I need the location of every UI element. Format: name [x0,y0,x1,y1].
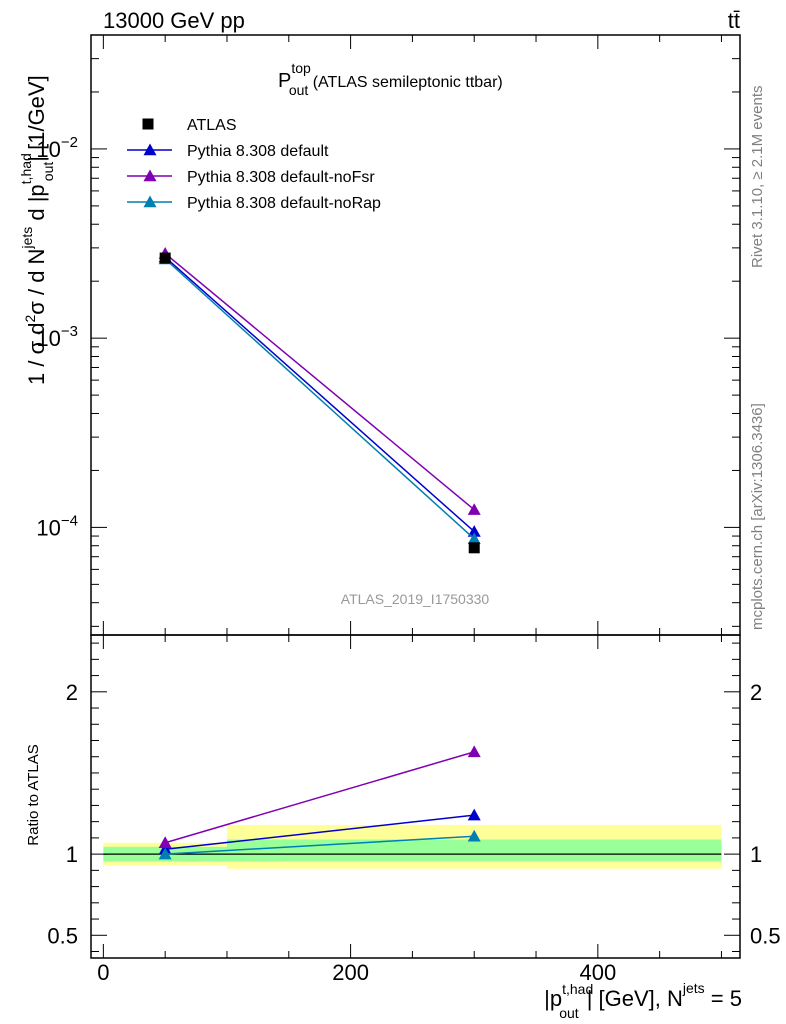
ratio-point-2 [467,829,481,842]
x-tick-label: 400 [579,960,616,985]
header-process-label: tt̄ [728,8,740,33]
ratio-line-1 [164,751,475,844]
legend-label-1: Pythia 8.308 default-noFsr [187,169,375,186]
rivet-version-label: Rivet 3.1.10, ≥ 2.1M events [749,86,766,269]
series-line-0 [164,256,475,533]
analysis-watermark: ATLAS_2019_I1750330 [341,591,490,607]
legend-marker-data [142,118,154,130]
x-tick-label: 0 [97,960,109,985]
ratio-y-tick-label: 0.5 [47,923,78,948]
main-panel: 10−4 10−3 10−2 [36,34,741,636]
legend-label-data: ATLAS [187,117,237,134]
data-point [468,542,480,554]
ratio-y-tick-label-right: 1 [750,842,762,867]
ratio-y-axis-label: Ratio to ATLAS [25,744,42,845]
main-y-tick-label: 10−3 [36,323,78,351]
ratio-line-0 [165,814,475,850]
ratio-point-1 [158,836,172,848]
header-energy-label: 13000 GeV pp [103,8,245,33]
ratio-y-tick-label-right: 0.5 [750,923,781,948]
ratio-y-tick-label: 2 [66,680,78,705]
legend-marker-0 [143,143,157,156]
main-y-axis-label: 1 / σ d2σ / d Njets d |pt,had out| [1/GeV… [18,75,56,385]
main-y-tick-label: 10−2 [36,134,78,162]
ratio-line-2 [165,835,475,855]
legend-marker-2 [143,195,157,208]
main-y-tick-label: 10−4 [36,512,78,540]
legend-marker-1 [143,169,157,182]
ratio-point-1 [467,745,481,758]
x-tick-label: 200 [332,960,369,985]
series-point-0 [467,525,481,537]
series-line-2 [164,258,475,540]
legend-label-2: Pythia 8.308 default-noRap [187,195,381,212]
legend: ATLAS Pythia 8.308 default Pythia 8.308 de… [127,117,381,212]
data-point [159,252,171,264]
series-point-1 [467,503,481,515]
series-line-1 [164,252,475,511]
ratio-inner-band-1 [226,839,722,862]
ratio-frame [90,634,741,959]
ratio-panel: 0 200 400 0.5 0.5 1 1 2 2 [47,634,781,985]
series-point-2 [467,532,481,545]
ratio-y-tick-label: 1 [66,842,78,867]
plot-title: Ptop out (ATLAS semileptonic ttbar) [278,60,503,98]
x-axis-label: |pt,had out| [GeV], Njets = 5 [544,980,742,1021]
ratio-point-2 [158,847,172,860]
ratio-y-tick-label-right: 2 [750,680,762,705]
ratio-point-0 [467,808,481,821]
mcplots-label: mcplots.cern.ch [arXiv:1306.3436] [749,403,766,630]
legend-label-0: Pythia 8.308 default [187,143,329,160]
